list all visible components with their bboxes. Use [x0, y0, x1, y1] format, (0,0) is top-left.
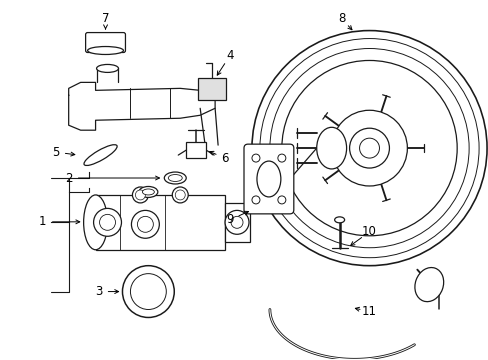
Text: 6: 6	[221, 152, 228, 165]
Circle shape	[132, 187, 148, 203]
Ellipse shape	[256, 161, 280, 197]
Circle shape	[331, 110, 407, 186]
Bar	[224, 203, 249, 242]
Ellipse shape	[139, 186, 158, 197]
Circle shape	[135, 190, 145, 200]
Polygon shape	[68, 82, 215, 130]
Circle shape	[122, 266, 174, 318]
FancyBboxPatch shape	[85, 32, 125, 53]
Text: 9: 9	[226, 213, 233, 226]
Text: 1: 1	[39, 215, 46, 228]
Bar	[186, 142, 206, 158]
Ellipse shape	[83, 195, 107, 250]
Circle shape	[230, 216, 243, 228]
Circle shape	[281, 60, 456, 236]
Circle shape	[277, 196, 285, 204]
Ellipse shape	[334, 217, 344, 223]
Circle shape	[359, 138, 379, 158]
Text: 3: 3	[95, 285, 102, 298]
Circle shape	[251, 31, 486, 266]
Circle shape	[93, 208, 121, 236]
Bar	[198, 78, 225, 100]
Circle shape	[130, 274, 166, 310]
Circle shape	[172, 187, 188, 203]
Ellipse shape	[96, 64, 118, 72]
Ellipse shape	[87, 46, 123, 54]
Circle shape	[269, 49, 468, 248]
Circle shape	[251, 196, 260, 204]
Ellipse shape	[142, 189, 154, 195]
Text: 10: 10	[361, 225, 376, 238]
Text: 4: 4	[226, 49, 233, 62]
Text: 5: 5	[52, 145, 60, 159]
Ellipse shape	[168, 175, 182, 181]
Ellipse shape	[316, 127, 346, 169]
FancyBboxPatch shape	[244, 144, 293, 214]
Circle shape	[277, 154, 285, 162]
Bar	[95, 195, 224, 250]
Circle shape	[349, 128, 388, 168]
Text: 2: 2	[65, 171, 72, 185]
Ellipse shape	[84, 145, 117, 166]
Circle shape	[175, 190, 185, 200]
Circle shape	[131, 210, 159, 238]
Circle shape	[137, 216, 153, 232]
Circle shape	[260, 39, 478, 258]
Circle shape	[251, 154, 260, 162]
Text: 11: 11	[361, 305, 376, 318]
Ellipse shape	[414, 267, 443, 302]
Ellipse shape	[164, 172, 186, 184]
Circle shape	[100, 214, 115, 230]
Circle shape	[224, 210, 248, 234]
Text: 7: 7	[102, 12, 109, 25]
Text: 8: 8	[337, 12, 345, 25]
